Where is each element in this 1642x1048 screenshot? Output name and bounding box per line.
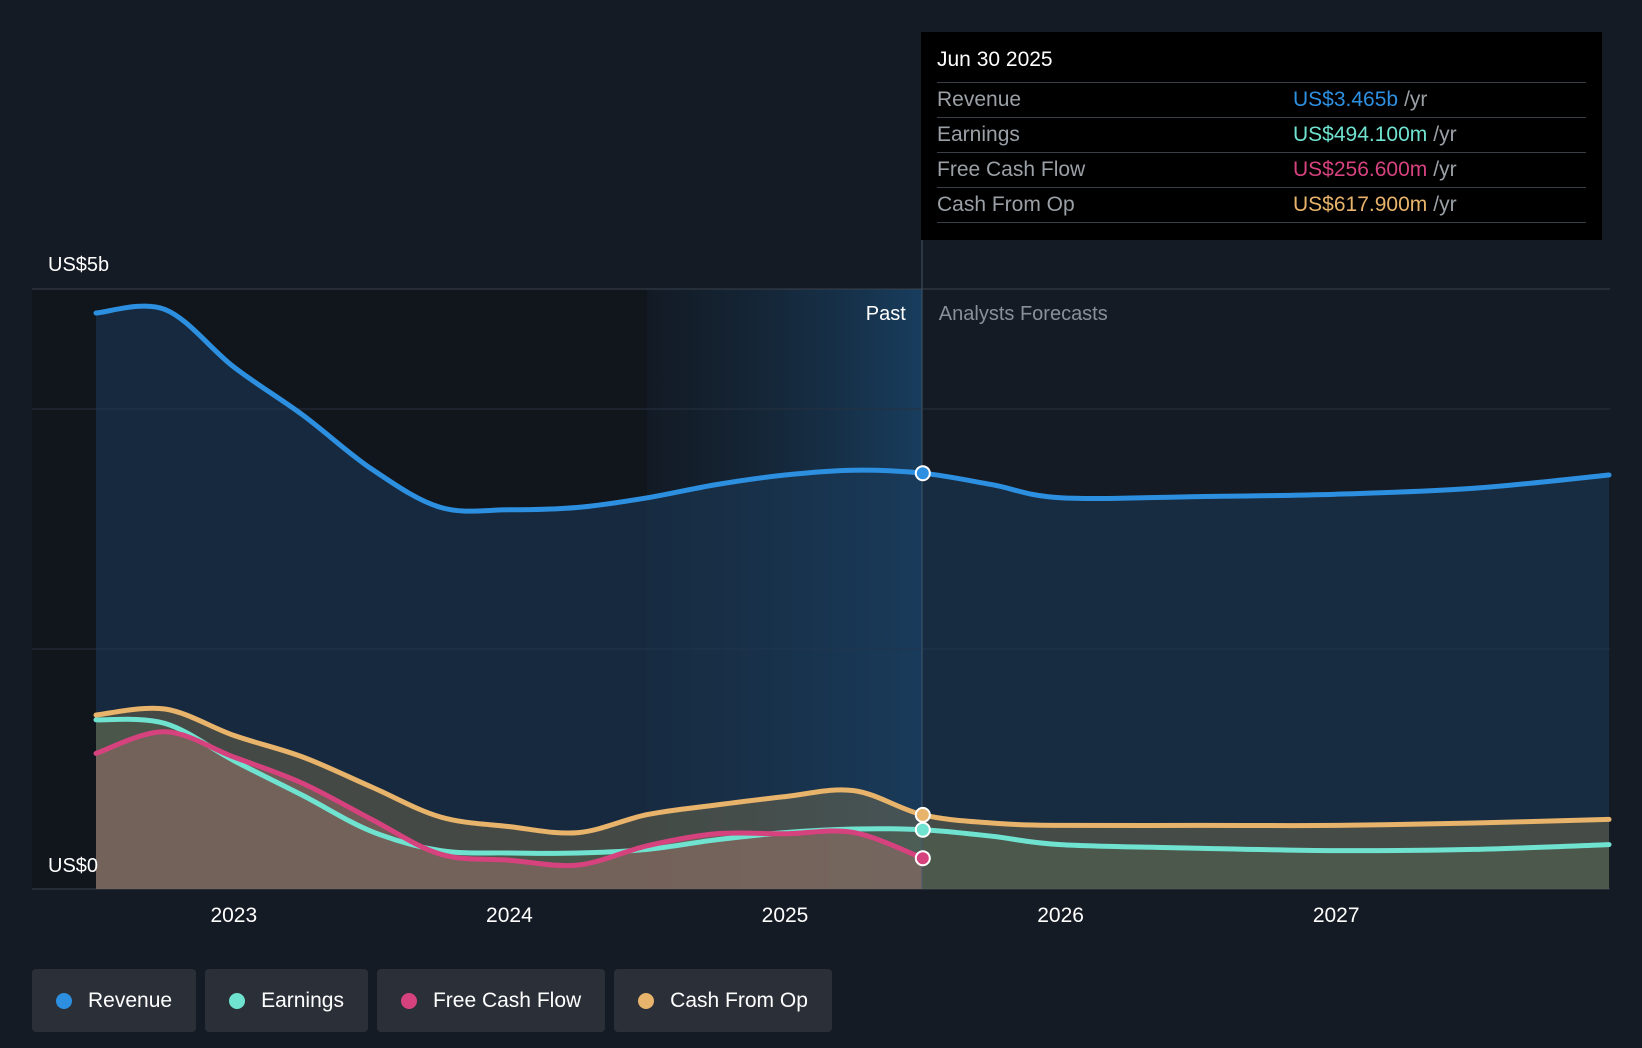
tooltip: Jun 30 2025 Revenue US$3.465b/yr Earnings U… (921, 32, 1602, 240)
legend-label: Earnings (261, 988, 344, 1012)
free-cash-flow-marker (914, 850, 931, 867)
x-tick-label: 2025 (762, 904, 809, 927)
revenue-line (93, 303, 1612, 514)
legend-label: Free Cash Flow (432, 988, 582, 1012)
free-cash-flow-area (96, 731, 923, 889)
y-axis-top-label: US$5b (48, 254, 109, 276)
tooltip-value: US$617.900m (1293, 193, 1428, 216)
legend-dot-icon (638, 992, 655, 1009)
tooltip-row: Revenue US$3.465b/yr (937, 82, 1586, 117)
tooltip-label: Revenue (937, 88, 1022, 111)
x-tick-label: 2023 (210, 904, 257, 927)
cash-from-op-line (93, 705, 1612, 836)
tooltip-unit: /yr (1433, 158, 1457, 181)
tooltip-row: Earnings US$494.100m/yr (937, 117, 1586, 152)
tooltip-row: Cash From Op US$617.900m/yr (937, 187, 1586, 223)
tooltip-value: US$494.100m (1293, 123, 1428, 146)
earnings-area (96, 719, 1610, 889)
revenue-area (96, 306, 1610, 889)
x-tick-label: 2026 (1037, 904, 1084, 927)
legend-label: Cash From Op (670, 988, 808, 1012)
legend-dot-icon (229, 992, 246, 1009)
tooltip-label: Earnings (937, 123, 1020, 146)
tooltip-unit: /yr (1404, 88, 1428, 111)
legend: Revenue Earnings Free Cash Flow Cash From O… (32, 969, 832, 1032)
revenue-marker (914, 465, 931, 482)
cash-from-op-marker (914, 806, 931, 823)
legend-item-earnings[interactable]: Earnings (205, 969, 368, 1032)
x-tick-label: 2027 (1313, 904, 1360, 927)
tooltip-unit: /yr (1433, 193, 1457, 216)
legend-item-revenue[interactable]: Revenue (32, 969, 197, 1032)
legend-item-free-cash-flow[interactable]: Free Cash Flow (376, 969, 606, 1032)
tooltip-date: Jun 30 2025 (937, 48, 1053, 71)
cash-from-op-area (96, 708, 1610, 889)
x-tick-label: 2024 (486, 904, 533, 927)
tooltip-unit: /yr (1433, 123, 1457, 146)
tooltip-row: Free Cash Flow US$256.600m/yr (937, 152, 1586, 187)
legend-item-cash-from-op[interactable]: Cash From Op (614, 969, 832, 1032)
y-axis-bottom-label: US$0 (48, 855, 98, 877)
tooltip-label: Cash From Op (937, 193, 1075, 216)
free-cash-flow-line (93, 729, 926, 869)
legend-label: Revenue (88, 988, 173, 1012)
tooltip-value: US$256.600m (1293, 158, 1428, 181)
earnings-marker (914, 821, 931, 838)
past-label: Past (866, 303, 906, 325)
tooltip-value: US$3.465b (1293, 88, 1399, 111)
forecast-label: Analysts Forecasts (939, 303, 1108, 325)
legend-dot-icon (56, 992, 72, 1009)
tooltip-label: Free Cash Flow (937, 158, 1086, 181)
legend-dot-icon (400, 992, 417, 1009)
